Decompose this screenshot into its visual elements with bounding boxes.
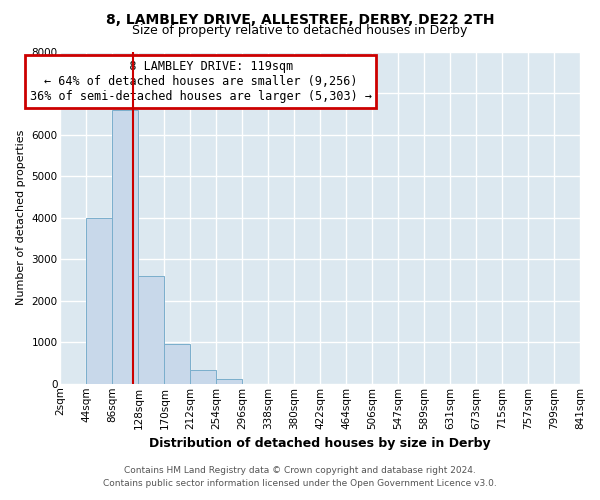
Bar <box>112 110 139 384</box>
Y-axis label: Number of detached properties: Number of detached properties <box>16 130 26 306</box>
Text: 8, LAMBLEY DRIVE, ALLESTREE, DERBY, DE22 2TH: 8, LAMBLEY DRIVE, ALLESTREE, DERBY, DE22… <box>106 12 494 26</box>
Bar <box>164 344 190 384</box>
Bar <box>139 276 164 384</box>
X-axis label: Distribution of detached houses by size in Derby: Distribution of detached houses by size … <box>149 437 491 450</box>
Text: 8 LAMBLEY DRIVE: 119sqm
← 64% of detached houses are smaller (9,256)
36% of semi: 8 LAMBLEY DRIVE: 119sqm ← 64% of detache… <box>30 60 372 103</box>
Text: Contains HM Land Registry data © Crown copyright and database right 2024.
Contai: Contains HM Land Registry data © Crown c… <box>103 466 497 487</box>
Bar <box>190 370 217 384</box>
Text: Size of property relative to detached houses in Derby: Size of property relative to detached ho… <box>133 24 467 37</box>
Bar <box>217 379 242 384</box>
Bar <box>86 218 112 384</box>
